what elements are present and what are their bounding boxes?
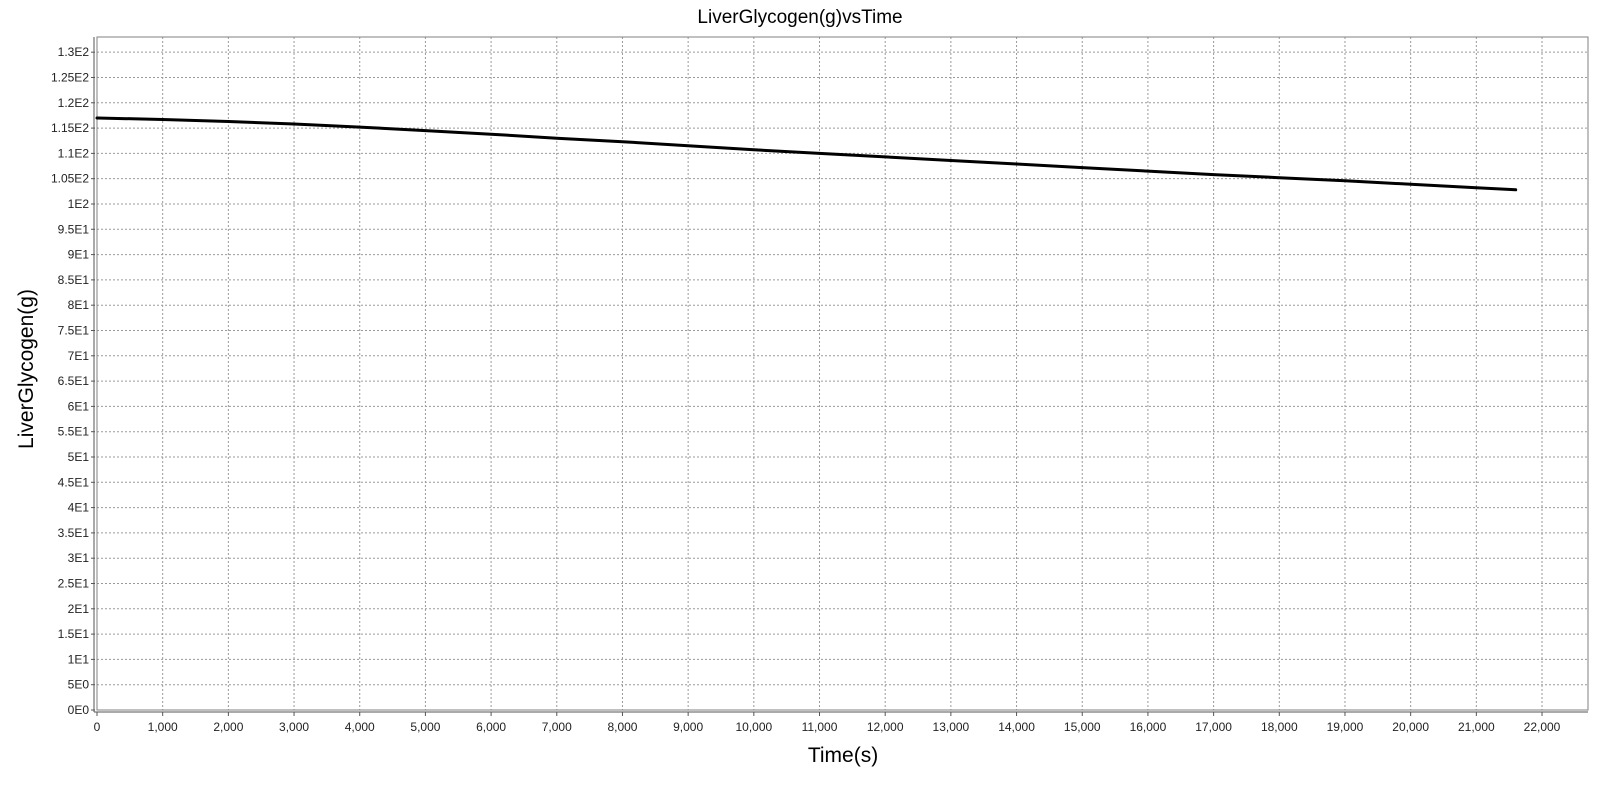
x-tick-label: 10,000 — [735, 720, 772, 734]
y-tick-label: 0E0 — [68, 703, 90, 717]
y-tick-label: 1E2 — [68, 197, 90, 211]
plot-area — [96, 36, 1589, 711]
x-tick-label: 20,000 — [1392, 720, 1429, 734]
x-tick-label: 19,000 — [1327, 720, 1364, 734]
x-tick-label: 9,000 — [673, 720, 703, 734]
y-tick-label: 6.5E1 — [58, 374, 90, 388]
y-tick-label: 1.1E2 — [58, 146, 90, 160]
x-tick-label: 22,000 — [1524, 720, 1561, 734]
y-tick-label: 1.3E2 — [58, 45, 90, 59]
x-axis-label: Time(s) — [808, 744, 878, 767]
x-tick-label: 16,000 — [1130, 720, 1167, 734]
y-axis-label: LiverGlycogen(g) — [15, 289, 38, 449]
y-tick-label: 9E1 — [68, 248, 90, 262]
y-tick-label: 4E1 — [68, 501, 90, 515]
y-tick-label: 9.5E1 — [58, 222, 90, 236]
y-tick-label: 1.05E2 — [51, 172, 89, 186]
chart-title: LiverGlycogen(g)vsTime — [697, 7, 902, 28]
x-tick-label: 7,000 — [542, 720, 572, 734]
x-tick-label: 18,000 — [1261, 720, 1298, 734]
x-tick-label: 21,000 — [1458, 720, 1495, 734]
x-tick-label: 3,000 — [279, 720, 309, 734]
x-axis-ticks: 0 1,000 2,000 3,000 4,000 5,000 6,000 7,000 8,00… — [94, 712, 1561, 734]
y-tick-label: 4.5E1 — [58, 475, 90, 489]
x-tick-label: 1,000 — [148, 720, 178, 734]
series-line — [95, 116, 1518, 192]
y-tick-label: 1E1 — [68, 652, 90, 666]
x-tick-label: 12,000 — [867, 720, 904, 734]
x-tick-label: 17,000 — [1195, 720, 1232, 734]
y-tick-label: 8.5E1 — [58, 273, 90, 287]
x-tick-label: 4,000 — [345, 720, 375, 734]
x-tick-label: 0 — [94, 720, 101, 734]
grid — [96, 37, 1588, 711]
x-tick-label: 8,000 — [607, 720, 637, 734]
x-tick-label: 5,000 — [410, 720, 440, 734]
y-tick-label: 5.5E1 — [58, 425, 90, 439]
y-tick-label: 3E1 — [68, 551, 90, 565]
y-tick-label: 1.25E2 — [51, 70, 89, 84]
x-tick-label: 15,000 — [1064, 720, 1101, 734]
y-tick-label: 1.2E2 — [58, 96, 90, 110]
y-tick-label: 2E1 — [68, 602, 90, 616]
series — [95, 116, 1518, 192]
y-tick-label: 6E1 — [68, 399, 90, 413]
y-tick-label: 5E1 — [68, 450, 90, 464]
y-tick-label: 5E0 — [68, 678, 90, 692]
y-tick-label: 7.5E1 — [58, 323, 90, 337]
x-tick-label: 14,000 — [998, 720, 1035, 734]
y-tick-label: 1.15E2 — [51, 121, 89, 135]
x-tick-label: 11,000 — [802, 720, 838, 734]
x-tick-label: 13,000 — [933, 720, 970, 734]
y-tick-label: 8E1 — [68, 298, 90, 312]
x-tick-label: 6,000 — [476, 720, 506, 734]
y-tick-label: 7E1 — [68, 349, 90, 363]
y-tick-label: 3.5E1 — [58, 526, 90, 540]
y-tick-label: 1.5E1 — [58, 627, 90, 641]
y-tick-label: 2.5E1 — [58, 576, 90, 590]
y-axis-ticks: 0E0 5E0 1E1 1.5E1 2E1 2.5E1 3E1 3.5E1 4E1 4.5E1 5E… — [51, 45, 95, 717]
x-tick-label: 2,000 — [213, 720, 243, 734]
axes — [93, 37, 1588, 713]
